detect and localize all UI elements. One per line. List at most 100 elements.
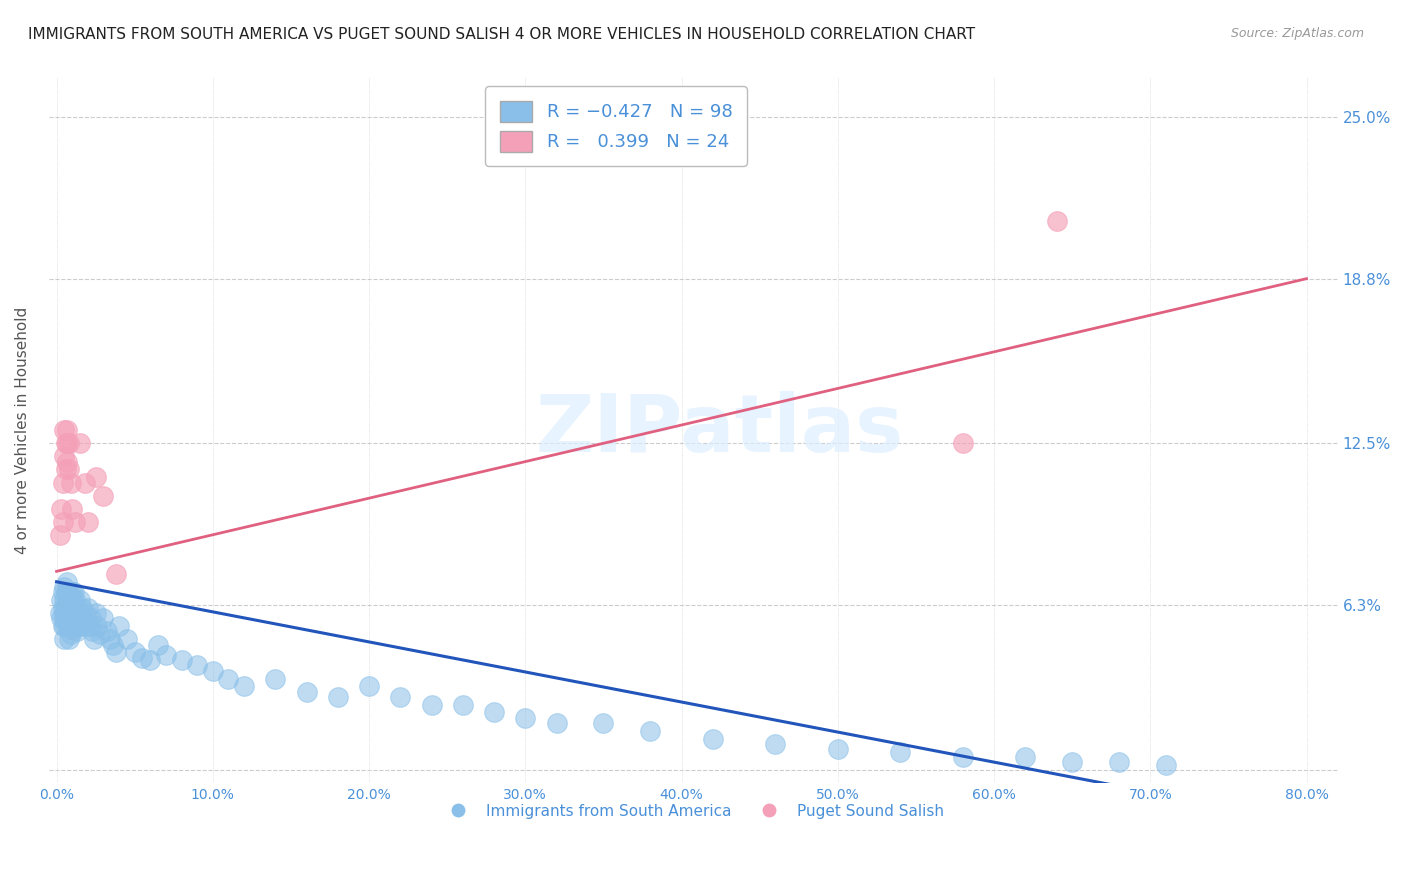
Point <box>52 601 75 615</box>
Point <box>66 611 89 625</box>
Point <box>108 619 131 633</box>
Point <box>67 606 90 620</box>
Point <box>139 653 162 667</box>
Point <box>58 611 80 625</box>
Point <box>1014 750 1036 764</box>
Point <box>48 606 70 620</box>
Point <box>73 606 96 620</box>
Point <box>51 593 73 607</box>
Point <box>53 450 76 464</box>
Point <box>56 606 79 620</box>
Point <box>186 658 208 673</box>
Point <box>53 606 76 620</box>
Point <box>65 619 87 633</box>
Point <box>58 599 80 613</box>
Point <box>59 475 82 490</box>
Y-axis label: 4 or more Vehicles in Household: 4 or more Vehicles in Household <box>15 307 30 554</box>
Point <box>1045 214 1067 228</box>
Point <box>58 462 80 476</box>
Point <box>60 599 83 613</box>
Point <box>70 601 93 615</box>
Point <box>295 684 318 698</box>
Point <box>124 645 146 659</box>
Point <box>104 566 127 581</box>
Point <box>104 645 127 659</box>
Point <box>60 611 83 625</box>
Point <box>69 436 91 450</box>
Point <box>952 750 974 764</box>
Point <box>53 593 76 607</box>
Point <box>1108 755 1130 769</box>
Point <box>55 462 77 476</box>
Point <box>58 585 80 599</box>
Point <box>86 619 108 633</box>
Point <box>482 706 505 720</box>
Point <box>146 638 169 652</box>
Point <box>155 648 177 662</box>
Point <box>69 606 91 620</box>
Point <box>56 574 79 589</box>
Point <box>56 593 79 607</box>
Point <box>131 650 153 665</box>
Point <box>233 679 256 693</box>
Point <box>93 489 115 503</box>
Point <box>66 601 89 615</box>
Point <box>93 611 115 625</box>
Point <box>55 585 77 599</box>
Point <box>217 672 239 686</box>
Point <box>55 599 77 613</box>
Point <box>65 515 87 529</box>
Point <box>58 436 80 450</box>
Point <box>640 723 662 738</box>
Point <box>76 601 98 615</box>
Point <box>515 711 537 725</box>
Point <box>59 606 82 620</box>
Point <box>52 515 75 529</box>
Point <box>59 627 82 641</box>
Point <box>53 423 76 437</box>
Point <box>889 745 911 759</box>
Point <box>53 619 76 633</box>
Point <box>59 616 82 631</box>
Point <box>55 611 77 625</box>
Point <box>65 593 87 607</box>
Point <box>51 611 73 625</box>
Point <box>53 580 76 594</box>
Point <box>62 599 84 613</box>
Point <box>72 611 94 625</box>
Point <box>98 632 121 647</box>
Point <box>592 715 614 730</box>
Point <box>73 475 96 490</box>
Point <box>1062 755 1084 769</box>
Point <box>84 470 107 484</box>
Point <box>56 619 79 633</box>
Point <box>56 423 79 437</box>
Point <box>451 698 474 712</box>
Point <box>201 664 224 678</box>
Point <box>53 611 76 625</box>
Point <box>67 619 90 633</box>
Text: ZIPatlas: ZIPatlas <box>534 392 903 469</box>
Point <box>52 619 75 633</box>
Point <box>60 585 83 599</box>
Point <box>84 606 107 620</box>
Point <box>82 624 104 639</box>
Point <box>62 585 84 599</box>
Point <box>60 501 83 516</box>
Point <box>827 742 849 756</box>
Point <box>389 690 412 704</box>
Point <box>53 632 76 647</box>
Point <box>1154 757 1177 772</box>
Point <box>763 737 786 751</box>
Point <box>952 436 974 450</box>
Point <box>62 611 84 625</box>
Point <box>115 632 138 647</box>
Text: IMMIGRANTS FROM SOUTH AMERICA VS PUGET SOUND SALISH 4 OR MORE VEHICLES IN HOUSEH: IMMIGRANTS FROM SOUTH AMERICA VS PUGET S… <box>28 27 976 42</box>
Point <box>58 619 80 633</box>
Point <box>420 698 443 712</box>
Point <box>60 622 83 636</box>
Point <box>65 606 87 620</box>
Point <box>264 672 287 686</box>
Point <box>83 632 105 647</box>
Point <box>702 731 724 746</box>
